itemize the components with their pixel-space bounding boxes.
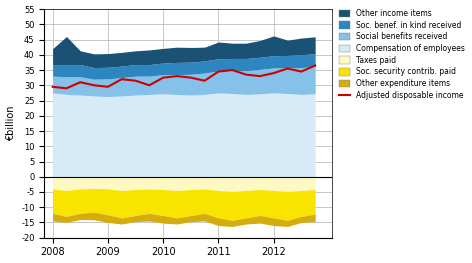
Y-axis label: €billion: €billion (6, 106, 16, 141)
Legend: Other income items, Soc. benef. in kind received, Social benefits received, Comp: Other income items, Soc. benef. in kind … (338, 8, 466, 100)
